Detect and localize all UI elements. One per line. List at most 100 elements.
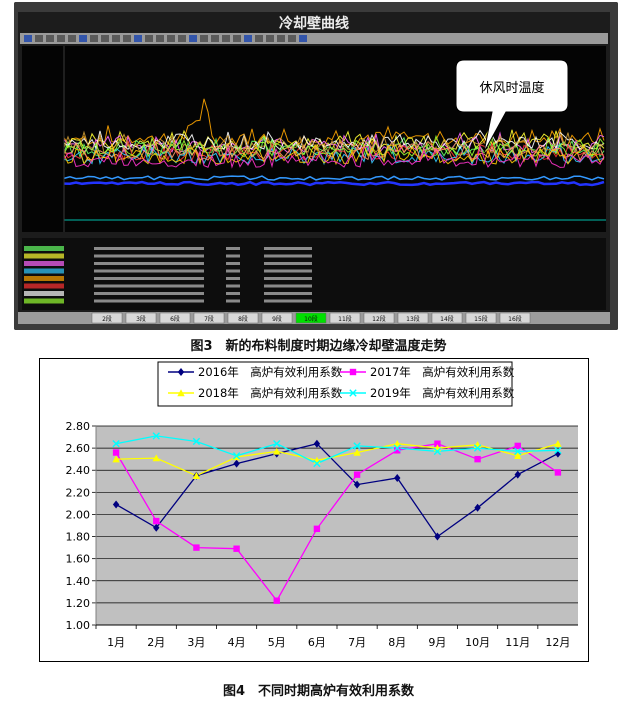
figure4-caption: 图4 不同时期高炉有效利用系数 bbox=[222, 684, 415, 699]
toolbar-button-icon[interactable] bbox=[79, 35, 87, 42]
legend-label: 2018年 高炉有效利用系数 bbox=[198, 386, 343, 400]
x-tick-label: 1月 bbox=[107, 636, 125, 649]
toolbar-button-icon[interactable] bbox=[200, 35, 208, 42]
y-tick-label: 2.20 bbox=[66, 486, 91, 499]
tag-color-swatch bbox=[24, 291, 64, 296]
segment-tab-label: 11段 bbox=[338, 315, 352, 323]
toolbar-button-icon[interactable] bbox=[266, 35, 274, 42]
segment-tab[interactable] bbox=[261, 312, 293, 324]
data-point-series-4 bbox=[313, 459, 321, 468]
toolbar-button-icon[interactable] bbox=[90, 35, 98, 42]
tag-name-cell bbox=[94, 292, 204, 295]
data-point-series-2 bbox=[313, 525, 321, 533]
segment-tab[interactable] bbox=[91, 312, 123, 324]
toolbar-button-icon[interactable] bbox=[123, 35, 131, 42]
temperature-trace bbox=[63, 98, 605, 148]
segment-tab-label: 2段 bbox=[102, 315, 112, 323]
segment-tab[interactable] bbox=[125, 312, 157, 324]
legend-label: 2017年 高炉有效利用系数 bbox=[370, 365, 515, 379]
screen-window-title: 冷却壁曲线 bbox=[279, 15, 349, 32]
legend-swatch-marker bbox=[349, 368, 357, 376]
toolbar-button-icon[interactable] bbox=[112, 35, 120, 42]
tag-value-cell bbox=[226, 262, 240, 265]
data-point-series-4 bbox=[112, 439, 120, 448]
toolbar-button-icon[interactable] bbox=[233, 35, 241, 42]
chart-legend bbox=[157, 361, 513, 407]
segment-tab-label: 12段 bbox=[372, 315, 386, 323]
tag-time-cell bbox=[264, 292, 312, 295]
toolbar-icons bbox=[24, 35, 307, 42]
segment-tab[interactable] bbox=[465, 312, 497, 324]
y-tick-label: 1.60 bbox=[66, 553, 91, 566]
tag-value-cell bbox=[226, 299, 240, 303]
toolbar-button-icon[interactable] bbox=[134, 35, 142, 42]
toolbar-button-icon[interactable] bbox=[167, 35, 175, 42]
toolbar-button-icon[interactable] bbox=[255, 35, 263, 42]
toolbar-button-icon[interactable] bbox=[244, 35, 252, 42]
toolbar-button-icon[interactable] bbox=[35, 35, 43, 42]
data-point-series-2 bbox=[474, 455, 481, 463]
tag-time-cell bbox=[264, 284, 312, 288]
data-point-series-1 bbox=[394, 473, 401, 482]
data-point-series-1 bbox=[514, 470, 521, 479]
data-point-series-3 bbox=[514, 452, 522, 460]
legend-label: 2019年 高炉有效利用系数 bbox=[370, 386, 515, 400]
segment-tab[interactable] bbox=[193, 312, 225, 324]
data-point-series-4 bbox=[433, 447, 442, 456]
toolbar-button-icon[interactable] bbox=[299, 35, 307, 42]
toolbar-button-icon[interactable] bbox=[68, 35, 76, 42]
x-tick-label: 11月 bbox=[505, 636, 530, 649]
tag-color-swatch bbox=[24, 283, 64, 289]
y-tick-label: 1.20 bbox=[66, 597, 91, 610]
segment-tab[interactable] bbox=[227, 312, 259, 324]
y-tick-label: 2.40 bbox=[66, 464, 91, 477]
toolbar-button-icon[interactable] bbox=[101, 35, 109, 42]
trend-lines bbox=[63, 46, 606, 232]
x-tick-label: 9月 bbox=[428, 636, 446, 649]
segment-tab[interactable] bbox=[159, 312, 191, 324]
segment-tab-label: 6段 bbox=[170, 315, 180, 323]
toolbar-button-icon[interactable] bbox=[57, 35, 65, 42]
segment-tab[interactable] bbox=[295, 312, 327, 324]
tag-name-cell bbox=[94, 254, 204, 258]
series-line-1 bbox=[115, 442, 559, 538]
tag-value-cell bbox=[226, 284, 240, 288]
toolbar-button-icon[interactable] bbox=[277, 35, 285, 42]
segment-tab[interactable] bbox=[363, 312, 395, 324]
tag-value-cell bbox=[226, 277, 240, 280]
data-point-series-3 bbox=[192, 472, 201, 479]
y-tick-label: 1.40 bbox=[66, 575, 91, 588]
tag-time-cell bbox=[264, 262, 312, 265]
data-point-series-2 bbox=[273, 597, 280, 604]
tag-name-cell bbox=[94, 277, 204, 280]
data-point-series-2 bbox=[434, 440, 441, 447]
tag-value-cell bbox=[226, 292, 240, 295]
data-point-series-4 bbox=[473, 444, 482, 452]
screen-toolbar bbox=[20, 33, 608, 44]
toolbar-button-icon[interactable] bbox=[211, 35, 219, 42]
temperature-trace bbox=[63, 140, 605, 162]
segment-tab[interactable] bbox=[431, 312, 463, 324]
data-point-series-2 bbox=[394, 447, 401, 454]
tag-time-cell bbox=[264, 299, 312, 303]
data-point-series-3 bbox=[152, 454, 160, 462]
tag-name-cell bbox=[94, 269, 204, 273]
toolbar-button-icon[interactable] bbox=[288, 35, 296, 42]
toolbar-button-icon[interactable] bbox=[145, 35, 153, 42]
segment-tab[interactable] bbox=[499, 312, 531, 324]
segment-tab[interactable] bbox=[329, 312, 361, 324]
toolbar-button-icon[interactable] bbox=[24, 35, 32, 42]
data-point-series-4 bbox=[393, 444, 401, 452]
tag-color-swatch bbox=[24, 298, 64, 304]
utilization-line-chart: 2016年 高炉有效利用系数 2017年 高炉有效利用系数 2018年 高炉有效利用… bbox=[66, 361, 578, 649]
data-point-series-1 bbox=[353, 480, 361, 489]
tag-time-cell bbox=[264, 277, 312, 280]
x-tick-label: 12月 bbox=[545, 636, 570, 649]
toolbar-button-icon[interactable] bbox=[189, 35, 197, 42]
callout-bubble: 休风时温度 bbox=[455, 59, 569, 153]
toolbar-button-icon[interactable] bbox=[178, 35, 186, 42]
toolbar-button-icon[interactable] bbox=[46, 35, 54, 42]
toolbar-button-icon[interactable] bbox=[222, 35, 230, 42]
toolbar-button-icon[interactable] bbox=[156, 35, 164, 42]
segment-tab[interactable] bbox=[397, 312, 429, 324]
